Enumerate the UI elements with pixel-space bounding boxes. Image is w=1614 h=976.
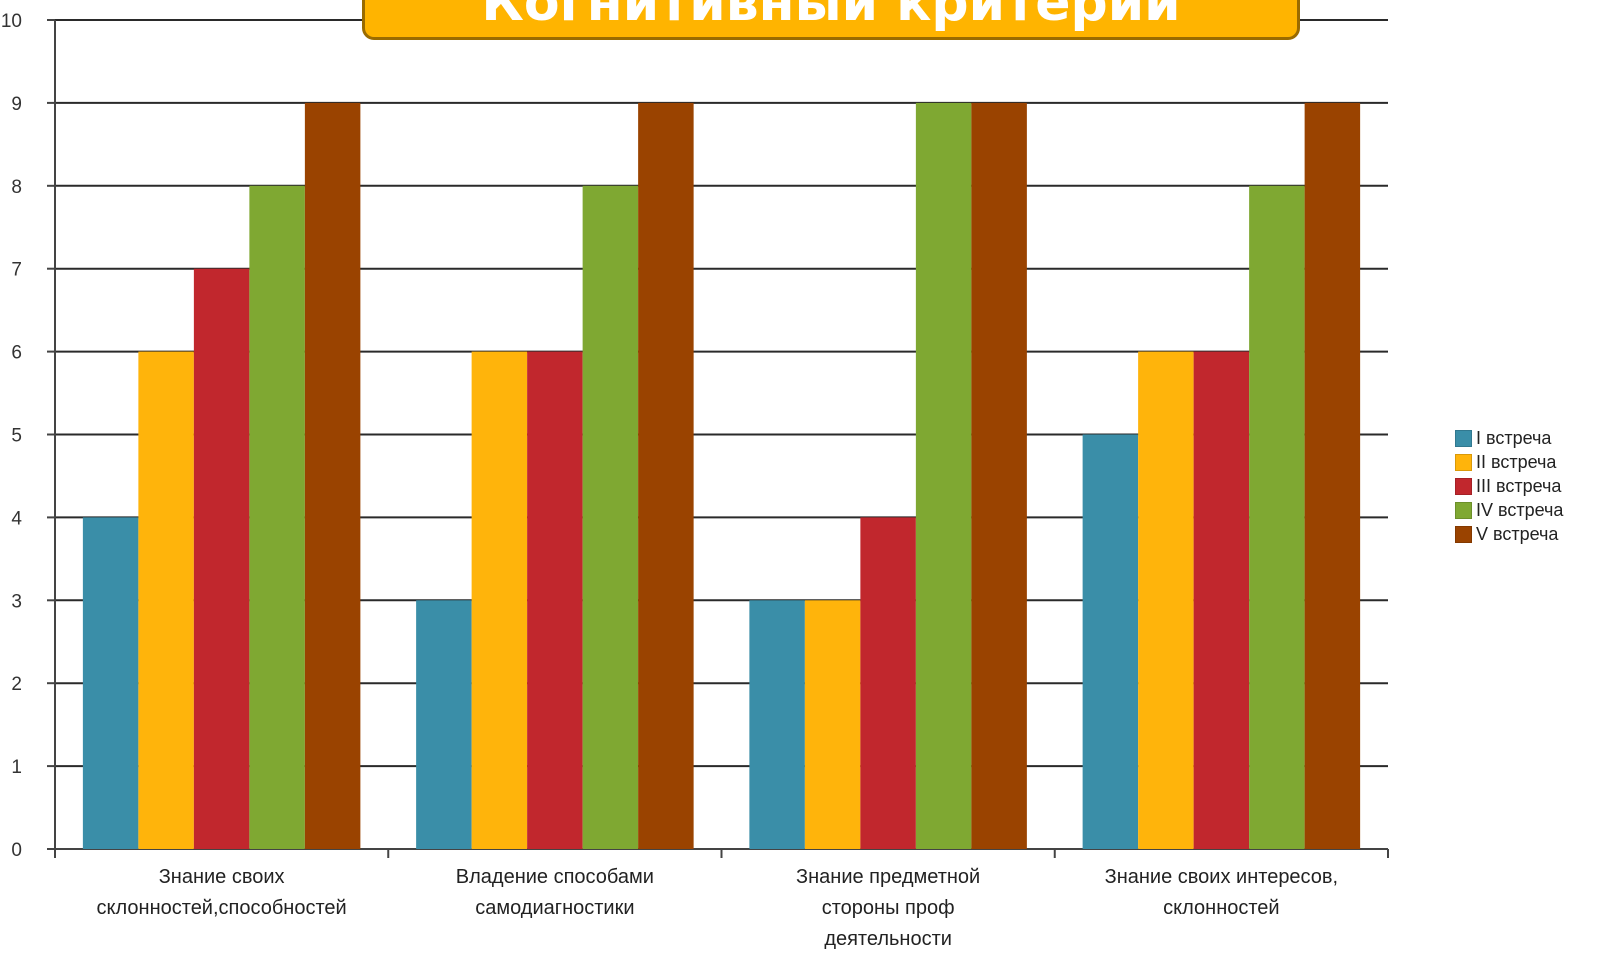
y-tick-label: 7 (11, 260, 22, 281)
x-tick-label: склонностей (1163, 897, 1279, 919)
bar (249, 185, 305, 850)
legend-label: III встреча (1476, 475, 1562, 496)
bar (971, 102, 1027, 849)
legend-item: V встреча (1455, 522, 1614, 546)
y-tick-label: 5 (11, 426, 22, 447)
bar (1193, 351, 1250, 849)
bar (527, 351, 583, 849)
bar (82, 517, 139, 849)
x-tick-label: самодиагностики (475, 897, 634, 919)
bar (638, 102, 694, 849)
legend-swatch (1455, 453, 1472, 471)
x-tick-label: Знание своих интересов, (1105, 866, 1338, 888)
x-tick-label: стороны проф (822, 897, 955, 919)
bar (416, 600, 472, 849)
bar (749, 600, 805, 849)
x-tick-label: склонностей,способностей (97, 897, 347, 919)
legend-item: IV встреча (1455, 498, 1614, 522)
y-tick-label: 10 (1, 11, 22, 32)
bar (860, 517, 916, 849)
legend-label: IV встреча (1476, 499, 1564, 520)
legend-label: II встреча (1476, 451, 1557, 472)
x-tick-label: Знание своих (159, 866, 285, 888)
bar (1249, 185, 1305, 850)
y-tick-label: 6 (11, 343, 22, 364)
bar (304, 102, 361, 849)
y-tick-label: 8 (11, 177, 22, 198)
legend-swatch (1455, 525, 1472, 543)
legend-item: I встреча (1455, 426, 1614, 450)
legend-item: II встреча (1455, 450, 1614, 474)
legend-swatch (1455, 501, 1472, 519)
y-tick-label: 9 (11, 94, 22, 115)
legend-item: III встреча (1455, 474, 1614, 498)
legend-swatch (1455, 477, 1472, 495)
y-tick-label: 2 (11, 674, 22, 695)
bar (1304, 102, 1361, 849)
x-tick-label: Знание предметной (796, 866, 980, 888)
legend-label: V встреча (1476, 523, 1559, 544)
y-tick-label: 1 (11, 757, 22, 778)
bar (1138, 351, 1194, 849)
bar (1082, 434, 1139, 849)
legend-label: I встреча (1476, 427, 1552, 448)
bar (915, 102, 972, 849)
chart-legend: I встреча II встреча III встреча IV встреча… (1455, 426, 1614, 546)
y-tick-label: 3 (11, 591, 22, 612)
y-tick-label: 0 (11, 840, 22, 861)
chart-title-banner: Когнитивный критерий (362, 0, 1300, 40)
legend-swatch (1455, 429, 1472, 447)
bar (471, 351, 528, 849)
bar (582, 185, 639, 850)
y-tick-label: 4 (11, 508, 22, 529)
x-tick-label: Владение способами (456, 866, 654, 888)
bar (804, 600, 861, 849)
bar (193, 268, 250, 849)
x-tick-label: деятельности (824, 928, 952, 950)
bar (138, 351, 194, 849)
chart-title: Когнитивный критерий (481, 0, 1181, 33)
